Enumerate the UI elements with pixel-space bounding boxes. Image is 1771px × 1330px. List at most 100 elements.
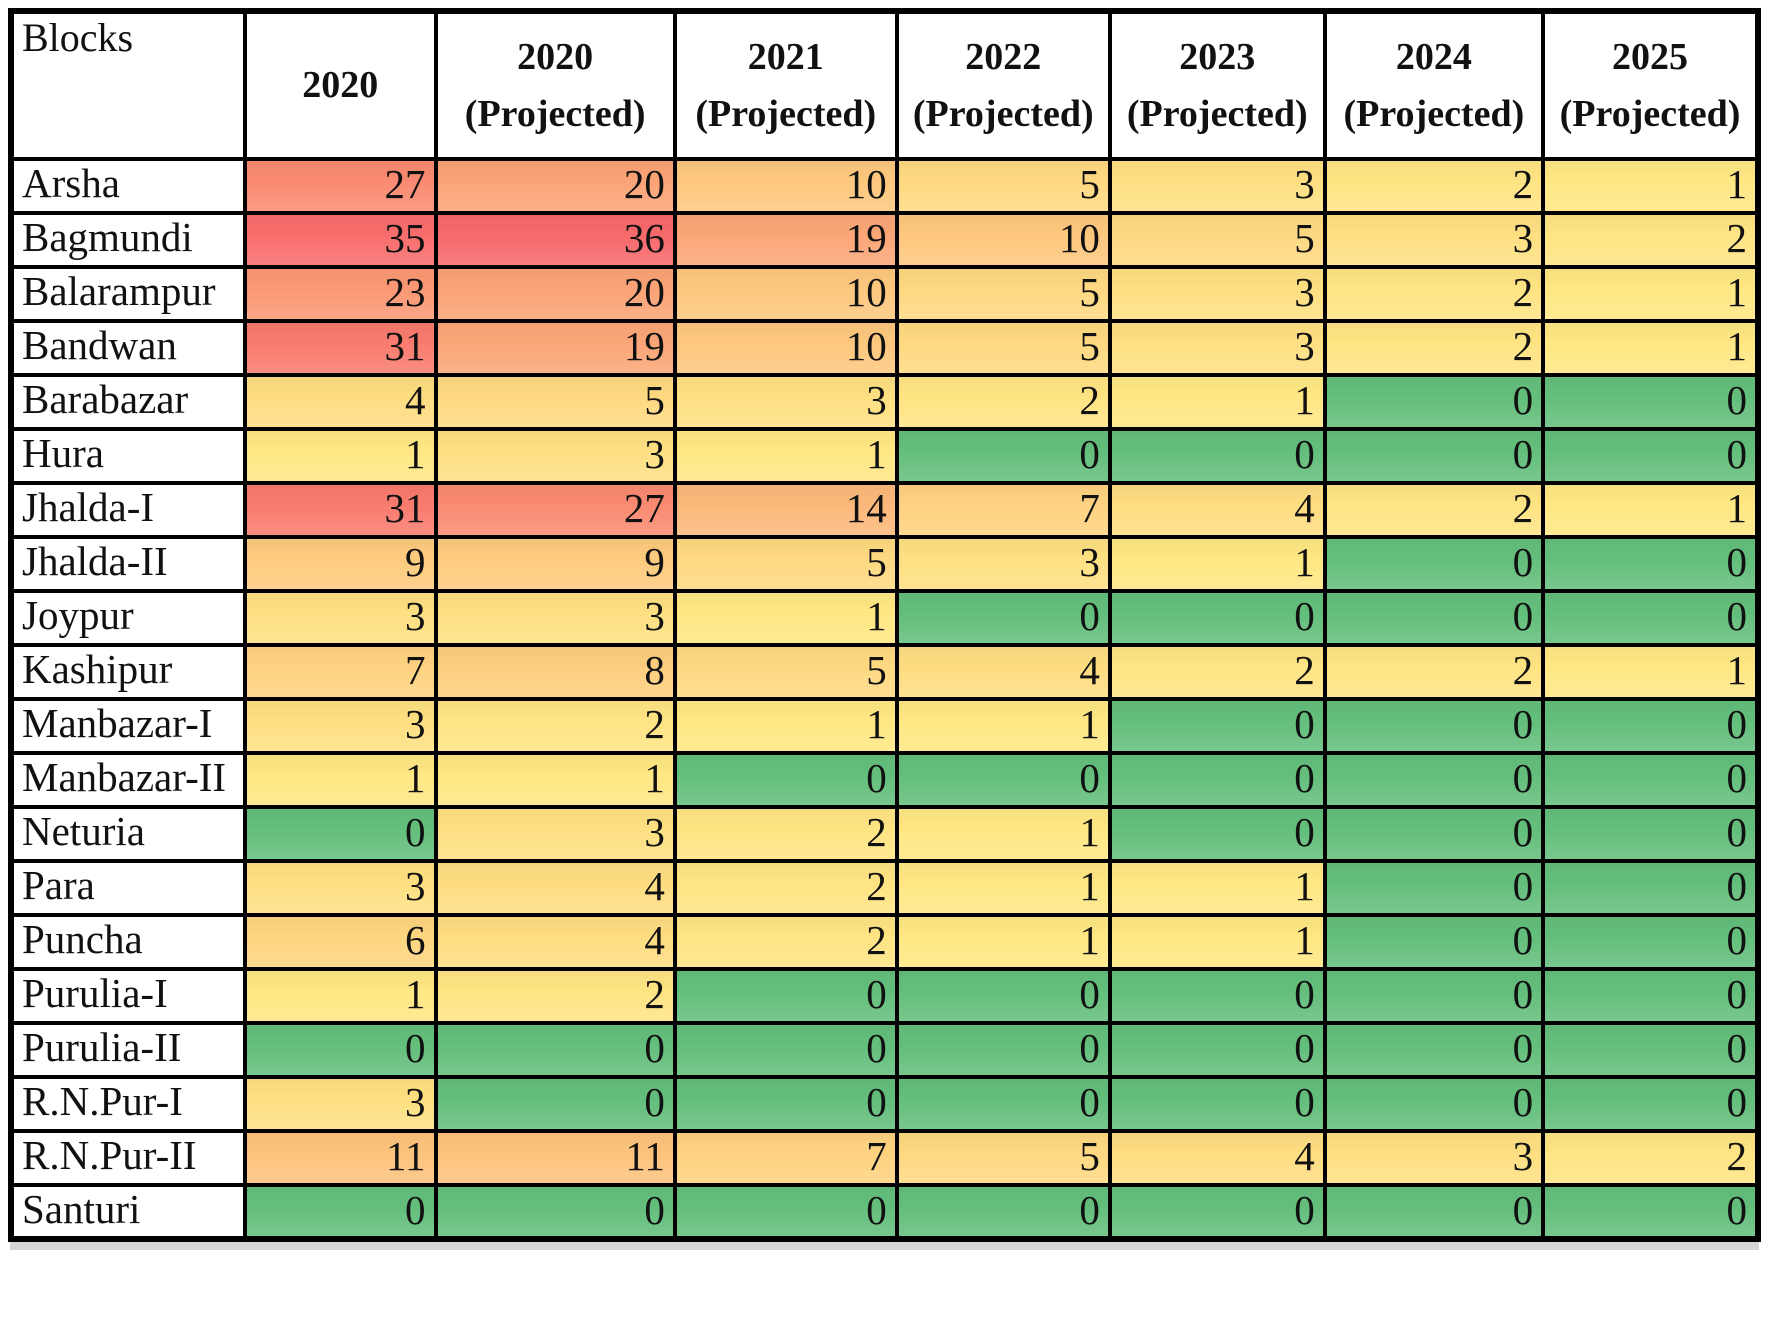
value-cell: 2 [1541,211,1760,269]
value-cell: 0 [433,1021,677,1079]
value-cell: 20 [433,157,677,215]
value-cell: 1 [1107,373,1327,431]
row-label: Barabazar [8,373,248,431]
value-cell: 0 [243,1021,438,1079]
value-cell: 31 [243,481,438,539]
value-cell: 6 [243,913,438,971]
header-year: 2021 [747,35,824,78]
value-cell: 0 [672,967,899,1025]
row-label: Hura [8,427,248,485]
value-cell: 2 [1322,481,1546,539]
value-cell: 1 [672,589,899,647]
value-cell: 0 [1541,427,1760,485]
table-row: Bagmundi 35 36 19 10 5 3 2 [8,211,1760,269]
value-cell: 9 [243,535,438,593]
value-cell: 5 [672,643,899,701]
table-row: Arsha 27 20 10 5 3 2 1 [8,157,1760,215]
value-cell: 0 [1541,751,1760,809]
value-cell: 4 [433,859,677,917]
value-cell: 0 [1541,913,1760,971]
row-label: Bandwan [8,319,248,377]
figure-bottom-shadow [10,1242,1759,1250]
value-cell: 3 [1322,1129,1546,1187]
value-cell: 0 [1541,697,1760,755]
table-row: Purulia-I 1 2 0 0 0 0 0 [8,967,1760,1025]
value-cell: 0 [1322,535,1546,593]
value-cell: 0 [1107,751,1327,809]
value-cell: 1 [894,805,1112,863]
value-cell: 2 [433,697,677,755]
value-cell: 1 [894,913,1112,971]
value-cell: 0 [1541,373,1760,431]
value-cell: 0 [894,589,1112,647]
value-cell: 14 [672,481,899,539]
value-cell: 3 [243,1075,438,1133]
value-cell: 0 [243,805,438,863]
value-cell: 3 [1322,211,1546,269]
value-cell: 1 [1107,913,1327,971]
value-cell: 0 [672,751,899,809]
value-cell: 4 [433,913,677,971]
value-cell: 0 [1322,427,1546,485]
value-cell: 3 [433,427,677,485]
table-row: Para 3 4 2 1 1 0 0 [8,859,1760,917]
value-cell: 5 [1107,211,1327,269]
value-cell: 31 [243,319,438,377]
row-label: Bagmundi [8,211,248,269]
header-year: 2025 [1612,35,1689,78]
table-row: Manbazar-II 1 1 0 0 0 0 0 [8,751,1760,809]
value-cell: 3 [243,859,438,917]
value-cell: 0 [1322,697,1546,755]
value-cell: 0 [243,1183,438,1241]
value-cell: 5 [433,373,677,431]
value-cell: 0 [1322,967,1546,1025]
row-label: Santuri [8,1183,248,1241]
table-row: Jhalda-II 9 9 5 3 1 0 0 [8,535,1760,593]
value-cell: 1 [894,697,1112,755]
value-cell: 0 [894,1075,1112,1133]
value-cell: 1 [1541,643,1760,701]
value-cell: 0 [1541,967,1760,1025]
value-cell: 0 [672,1075,899,1133]
value-cell: 0 [433,1183,677,1241]
table-row: R.N.Pur-II 11 11 7 5 4 3 2 [8,1129,1760,1187]
value-cell: 0 [1322,589,1546,647]
value-cell: 2 [1322,643,1546,701]
value-cell: 1 [1107,535,1327,593]
value-cell: 0 [1322,1075,1546,1133]
value-cell: 9 [433,535,677,593]
header-cell-2023-projected: 2023 (Projected) [1107,9,1327,161]
value-cell: 3 [243,697,438,755]
value-cell: 1 [1541,265,1760,323]
value-cell: 0 [433,1075,677,1133]
value-cell: 10 [672,157,899,215]
value-cell: 1 [672,427,899,485]
table-row: Manbazar-I 3 2 1 1 0 0 0 [8,697,1760,755]
row-label: R.N.Pur-I [8,1075,248,1133]
value-cell: 1 [894,859,1112,917]
row-label: Manbazar-I [8,697,248,755]
value-cell: 4 [1107,1129,1327,1187]
value-cell: 0 [1107,589,1327,647]
value-cell: 19 [433,319,677,377]
value-cell: 27 [433,481,677,539]
row-label: Manbazar-II [8,751,248,809]
value-cell: 0 [1322,1183,1546,1241]
value-cell: 2 [1107,643,1327,701]
header-sub: (Projected) [1343,92,1525,135]
table-row: Santuri 0 0 0 0 0 0 0 [8,1183,1760,1241]
value-cell: 0 [1107,805,1327,863]
table-row: Joypur 3 3 1 0 0 0 0 [8,589,1760,647]
value-cell: 11 [243,1129,438,1187]
table-row: Barabazar 4 5 3 2 1 0 0 [8,373,1760,431]
value-cell: 10 [672,319,899,377]
header-year: 2020 [517,35,594,78]
value-cell: 1 [672,697,899,755]
value-cell: 2 [1322,319,1546,377]
value-cell: 20 [433,265,677,323]
table-row: Jhalda-I 31 27 14 7 4 2 1 [8,481,1760,539]
value-cell: 0 [1322,859,1546,917]
value-cell: 0 [1107,427,1327,485]
value-cell: 7 [894,481,1112,539]
row-label: Neturia [8,805,248,863]
